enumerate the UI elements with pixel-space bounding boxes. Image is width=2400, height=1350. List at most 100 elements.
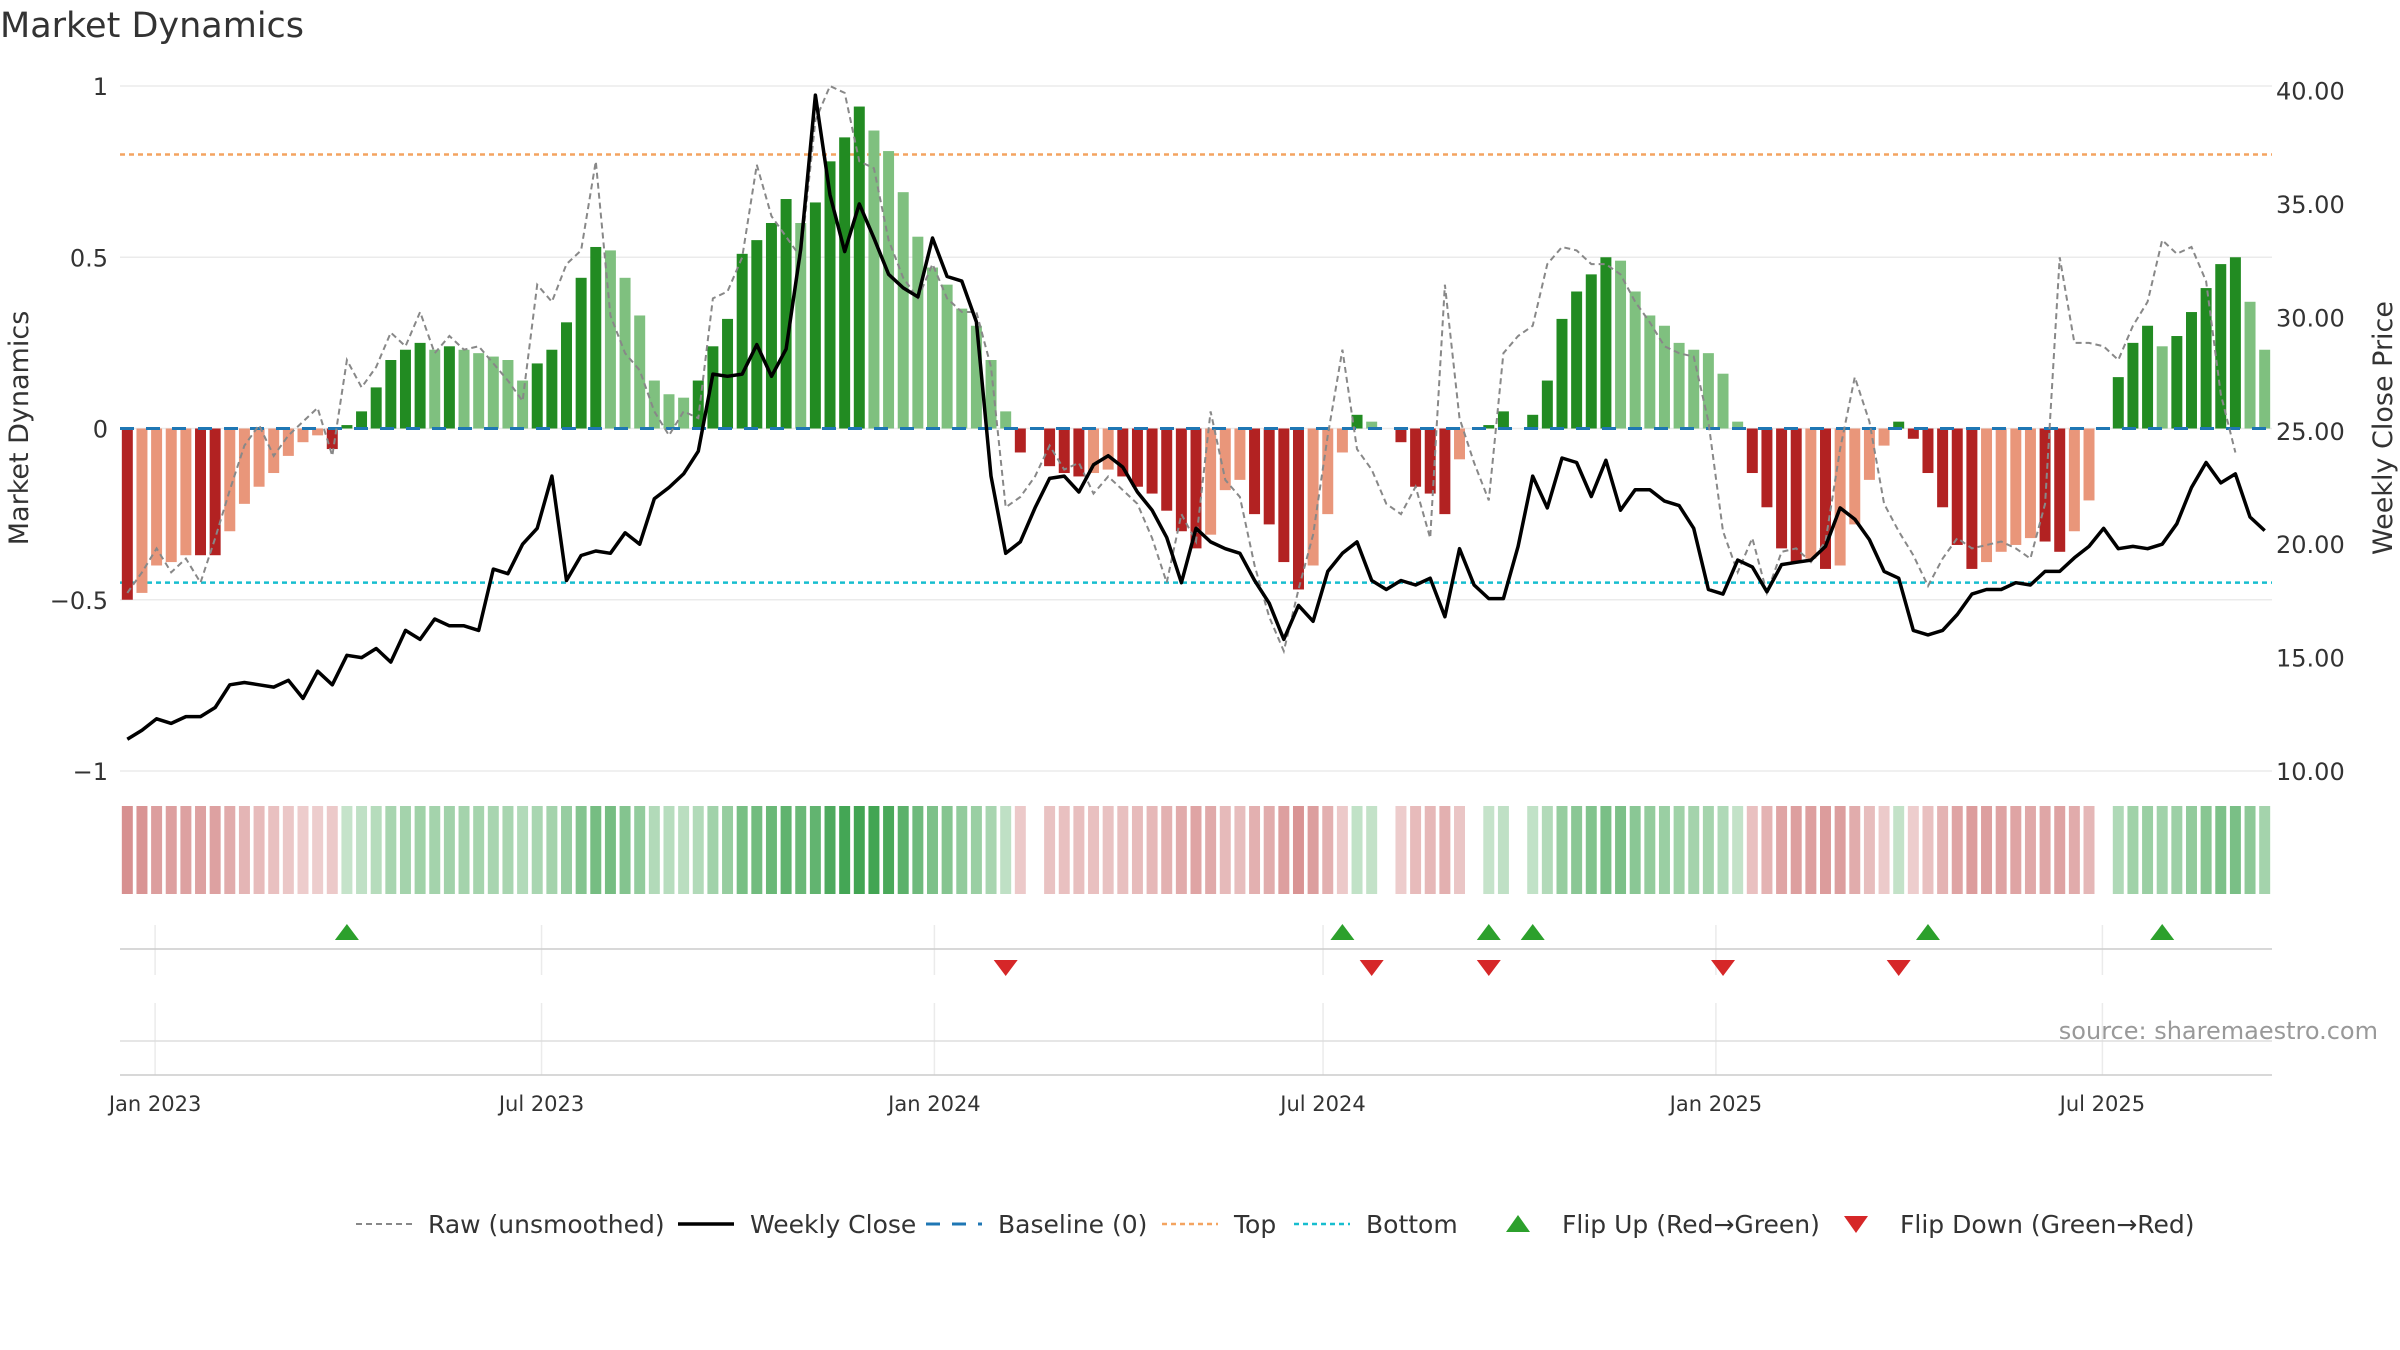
momentum-bar — [1966, 428, 1978, 569]
momentum-bar — [1878, 428, 1890, 446]
heat-cell — [2229, 806, 2241, 894]
heat-cell — [1439, 806, 1451, 894]
heat-cell — [2054, 806, 2066, 894]
heat-cell — [238, 806, 250, 894]
momentum-bar — [1190, 428, 1202, 549]
flip-up-marker — [334, 924, 359, 940]
legend-label: Top — [1233, 1210, 1276, 1239]
heat-cell — [1102, 806, 1114, 894]
heat-cell — [1263, 806, 1275, 894]
heat-cell — [1805, 806, 1817, 894]
momentum-bar — [985, 360, 997, 429]
momentum-bar — [341, 425, 353, 429]
heat-cell — [1424, 806, 1436, 894]
heat-cell — [2112, 806, 2124, 894]
heat-cell — [1761, 806, 1773, 894]
heat-cell — [136, 806, 148, 894]
momentum-bar — [897, 192, 909, 429]
heat-cell — [1615, 806, 1627, 894]
momentum-bar — [1805, 428, 1817, 559]
momentum-bar — [1454, 428, 1465, 460]
heat-cell — [1717, 806, 1729, 894]
heat-cell — [165, 806, 177, 894]
momentum-bar — [575, 277, 587, 429]
heat-cell — [2068, 806, 2080, 894]
x-tick-label: Jan 2025 — [1668, 1092, 1763, 1116]
heat-cell — [634, 806, 646, 894]
heat-cell — [1000, 806, 1012, 894]
heat-cell — [2244, 806, 2256, 894]
heat-cell — [985, 806, 997, 894]
momentum-bar — [883, 151, 895, 429]
heat-cell — [326, 806, 338, 894]
momentum-bar — [765, 223, 777, 429]
momentum-bar — [2229, 257, 2241, 429]
momentum-bar — [1351, 414, 1363, 429]
heat-cell — [385, 806, 397, 894]
momentum-bar — [1556, 318, 1568, 429]
heat-cell — [956, 806, 968, 894]
momentum-bar — [868, 130, 880, 429]
momentum-bar — [268, 428, 280, 474]
heat-cell — [1014, 806, 1026, 894]
momentum-bar — [458, 349, 470, 429]
heat-cell — [1307, 806, 1319, 894]
momentum-bar — [1776, 428, 1788, 549]
heat-cell — [780, 806, 792, 894]
heat-cell — [692, 806, 704, 894]
momentum-bar — [1000, 411, 1012, 429]
heat-cell — [1073, 806, 1085, 894]
momentum-bar — [326, 428, 338, 450]
momentum-bar — [2142, 325, 2154, 429]
main-plot-area — [120, 84, 2272, 741]
momentum-bar — [282, 428, 294, 456]
flip-up-marker — [2150, 924, 2175, 940]
momentum-bar — [487, 356, 499, 429]
heat-cell — [2142, 806, 2154, 894]
heat-cell — [590, 806, 602, 894]
momentum-bar — [238, 428, 250, 504]
heat-cell — [2215, 806, 2227, 894]
momentum-bar — [473, 353, 485, 429]
momentum-bar — [2112, 377, 2124, 429]
heat-cell — [2156, 806, 2168, 894]
momentum-bar — [2039, 428, 2051, 542]
x-tick-label: Jul 2023 — [497, 1092, 584, 1116]
y-axis-label-right: Weekly Close Price — [2368, 301, 2399, 555]
momentum-bar — [1439, 428, 1451, 515]
heat-cell — [473, 806, 485, 894]
momentum-bar — [1615, 260, 1627, 429]
heat-cell — [1058, 806, 1070, 894]
heat-cell — [1336, 806, 1348, 894]
y-tick-label-right: 25.00 — [2276, 418, 2345, 446]
heat-cell — [546, 806, 558, 894]
heat-cell — [765, 806, 777, 894]
x-tick-label: Jan 2023 — [107, 1092, 202, 1116]
heat-cell — [1366, 806, 1378, 894]
momentum-bar — [590, 246, 602, 429]
momentum-bar — [736, 253, 748, 429]
y-tick-label-right: 40.00 — [2276, 78, 2345, 106]
momentum-bar — [1336, 428, 1348, 453]
heat-cell — [121, 806, 133, 894]
momentum-bar — [1746, 428, 1758, 474]
momentum-bar — [1907, 428, 1919, 439]
flip-up-marker — [1330, 924, 1355, 940]
momentum-bar — [443, 346, 455, 429]
momentum-bar — [1117, 428, 1129, 477]
momentum-bar — [809, 202, 821, 429]
heat-cell — [1673, 806, 1685, 894]
heat-cell — [839, 806, 851, 894]
heat-cell — [487, 806, 499, 894]
momentum-bar — [1263, 428, 1275, 525]
heat-cell — [1688, 806, 1700, 894]
momentum-bar — [502, 360, 514, 429]
momentum-bar — [941, 284, 953, 429]
heat-cell — [1117, 806, 1129, 894]
momentum-bar — [2215, 264, 2227, 429]
y-axis-label-left: Market Dynamics — [4, 311, 35, 546]
heat-cell — [648, 806, 660, 894]
flip-down-marker — [1711, 960, 1736, 976]
momentum-bar — [1922, 428, 1934, 474]
momentum-bar — [1688, 349, 1700, 429]
